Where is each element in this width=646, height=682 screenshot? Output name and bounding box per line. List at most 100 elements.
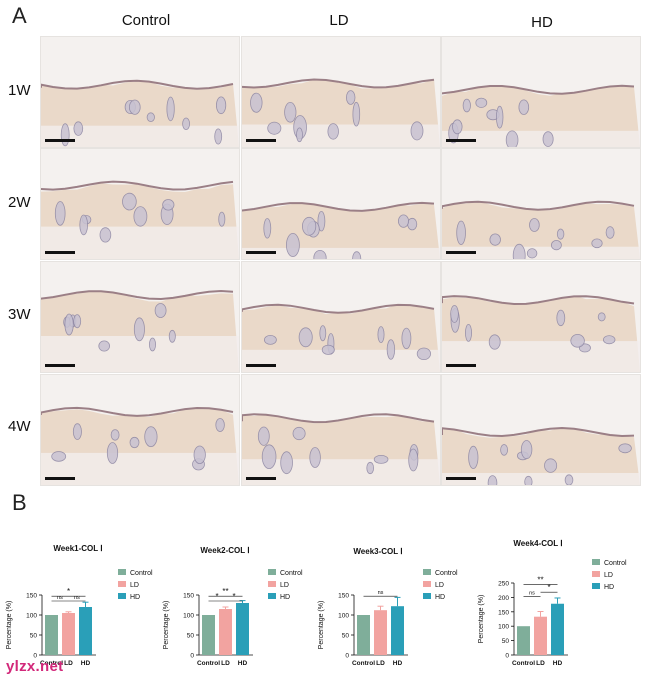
legend-swatch-control xyxy=(268,569,276,575)
chart-title: Week2-COL Ⅰ xyxy=(200,546,249,555)
histology-image xyxy=(241,36,441,148)
legend-label: HD xyxy=(130,594,140,601)
significance-label: ** xyxy=(537,575,543,584)
y-axis-label: Percentage (%) xyxy=(478,595,485,644)
legend-swatch-ld xyxy=(423,581,431,587)
column-header-hd: HD xyxy=(531,14,553,31)
y-tick-label: 100 xyxy=(26,613,37,620)
histology-image xyxy=(441,374,641,486)
legend-label: Control xyxy=(604,560,627,567)
legend-label: LD xyxy=(604,572,613,579)
significance-label: ns xyxy=(74,595,80,601)
legend-label: Control xyxy=(435,570,458,577)
y-tick-label: 50 xyxy=(187,633,195,640)
significance-label: * xyxy=(67,587,70,596)
x-tick-label: HD xyxy=(393,660,403,667)
y-tick-label: 100 xyxy=(498,624,509,631)
histology-image xyxy=(241,261,441,373)
y-tick-label: 0 xyxy=(190,653,194,660)
bar-control xyxy=(45,615,58,655)
y-tick-label: 0 xyxy=(33,653,37,660)
legend-label: HD xyxy=(435,594,445,601)
legend-swatch-control xyxy=(423,569,431,575)
histology-image xyxy=(40,374,240,486)
chart-title: Week4-COL Ⅰ xyxy=(513,539,562,548)
legend-label: Control xyxy=(130,570,153,577)
y-axis-label: Percentage (%) xyxy=(318,601,325,650)
x-tick-label: LD xyxy=(221,660,230,667)
legend-swatch-hd xyxy=(268,593,276,599)
legend-swatch-hd xyxy=(592,583,600,589)
x-tick-label: Control xyxy=(352,660,375,667)
row-label-2w: 2W xyxy=(8,194,31,211)
y-axis-label: Percentage (%) xyxy=(163,601,170,650)
significance-label: ns xyxy=(378,590,384,596)
bar-control xyxy=(357,615,370,655)
y-tick-label: 100 xyxy=(183,613,194,620)
bar-control xyxy=(202,615,215,655)
significance-label: ns xyxy=(529,591,535,597)
bar-charts: Week1-COL Ⅰ Percentage (%) 0 50 100 150 Contro… xyxy=(6,539,627,667)
significance-label: * xyxy=(215,592,218,601)
significance-label: * xyxy=(547,583,550,592)
legend-label: LD xyxy=(130,582,139,589)
legend-label: HD xyxy=(280,594,290,601)
row-label-1w: 1W xyxy=(8,82,31,99)
significance-label: ns xyxy=(57,595,63,601)
y-tick-label: 50 xyxy=(30,633,38,640)
histology-image xyxy=(441,36,641,148)
legend-swatch-ld xyxy=(268,581,276,587)
significance-label: * xyxy=(232,592,235,601)
row-label-4w: 4W xyxy=(8,418,31,435)
bar-control xyxy=(517,626,530,655)
panel-b-letter: B xyxy=(12,490,27,515)
y-tick-label: 150 xyxy=(338,593,349,600)
y-tick-label: 0 xyxy=(345,653,349,660)
legend-label: Control xyxy=(280,570,303,577)
x-tick-label: LD xyxy=(536,660,545,667)
legend-label: LD xyxy=(435,582,444,589)
y-tick-label: 150 xyxy=(498,609,509,616)
y-tick-label: 150 xyxy=(183,593,194,600)
column-header-control: Control xyxy=(121,12,171,29)
y-tick-label: 50 xyxy=(502,638,510,645)
y-tick-label: 50 xyxy=(342,633,350,640)
bar-hd xyxy=(391,606,404,655)
bar-hd xyxy=(79,607,92,655)
histology-image xyxy=(441,148,641,260)
x-tick-label: HD xyxy=(238,660,248,667)
x-tick-label: LD xyxy=(64,660,73,667)
row-label-3w: 3W xyxy=(8,306,31,323)
histology-image xyxy=(441,261,641,373)
watermark: ylzx.net xyxy=(6,658,64,675)
bar-hd xyxy=(236,603,249,655)
legend-swatch-hd xyxy=(118,593,126,599)
y-tick-label: 250 xyxy=(498,581,509,588)
chart-title: Week1-COL Ⅰ xyxy=(53,544,102,553)
x-tick-label: LD xyxy=(376,660,385,667)
bar-ld xyxy=(374,610,387,655)
significance-label: ** xyxy=(222,587,228,596)
x-tick-label: HD xyxy=(553,660,563,667)
column-header-ld: LD xyxy=(329,12,349,29)
bar-ld xyxy=(62,613,75,655)
histology-image xyxy=(241,374,441,486)
bar-ld xyxy=(534,616,547,655)
y-tick-label: 0 xyxy=(505,653,509,660)
y-tick-label: 200 xyxy=(498,595,509,602)
histology-image xyxy=(40,261,240,373)
legend-swatch-ld xyxy=(118,581,126,587)
y-tick-label: 150 xyxy=(26,593,37,600)
x-tick-label: Control xyxy=(40,660,63,667)
x-tick-label: Control xyxy=(512,660,535,667)
bar-hd xyxy=(551,603,564,655)
legend-swatch-hd xyxy=(423,593,431,599)
bar-ld xyxy=(219,609,232,655)
x-tick-label: Control xyxy=(197,660,220,667)
histology-image xyxy=(241,148,441,260)
legend-swatch-ld xyxy=(592,571,600,577)
histology-image xyxy=(40,36,240,148)
chart-title: Week3-COL Ⅰ xyxy=(353,547,402,556)
legend-label: LD xyxy=(280,582,289,589)
histology-image xyxy=(40,148,240,260)
